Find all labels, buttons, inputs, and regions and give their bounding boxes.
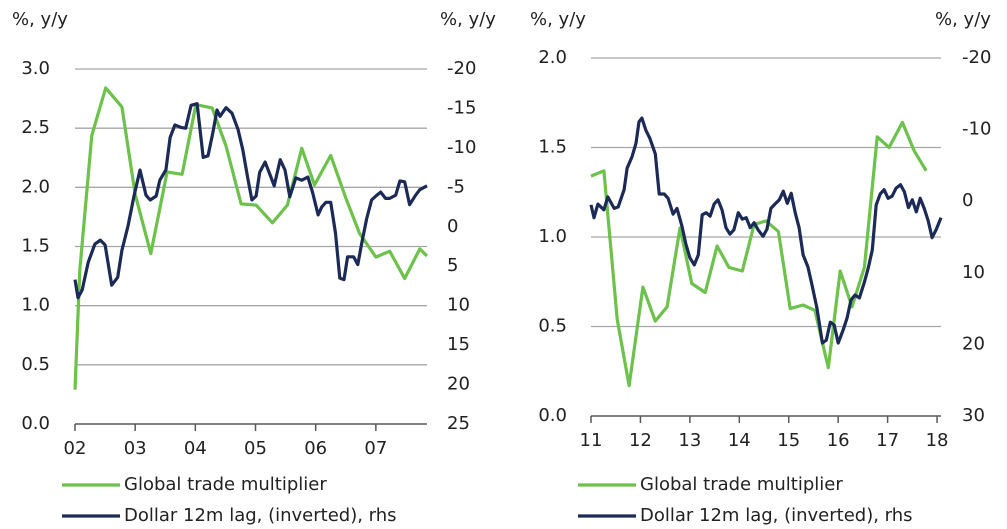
y2-tick-label: 25 xyxy=(447,413,470,434)
y-tick-label: 2.0 xyxy=(538,47,567,68)
series-line xyxy=(590,120,928,388)
legend-label: Dollar 12m lag, (inverted), rhs xyxy=(124,505,397,526)
series-line xyxy=(73,86,429,390)
y-tick-label: 0.0 xyxy=(538,405,567,426)
legend-label: Dollar 12m lag, (inverted), rhs xyxy=(640,505,913,526)
y2-tick-label: 20 xyxy=(447,374,470,395)
y2-tick-label: -20 xyxy=(962,47,991,68)
x-tick-label: 04 xyxy=(184,438,207,459)
x-tick-label: 02 xyxy=(64,438,87,459)
y2-tick-label: -20 xyxy=(447,58,476,79)
y-tick-label: 1.5 xyxy=(538,137,567,158)
x-tick-label: 05 xyxy=(244,438,267,459)
x-tick-label: 17 xyxy=(876,430,899,451)
y2-axis-label: %, y/y xyxy=(935,9,991,30)
x-tick-label: 11 xyxy=(580,430,603,451)
x-tick-label: 14 xyxy=(728,430,751,451)
y2-tick-label: -15 xyxy=(447,97,476,118)
y-tick-label: 0.5 xyxy=(21,354,50,375)
y-tick-label: 1.0 xyxy=(21,295,50,316)
y2-tick-label: 0 xyxy=(447,216,458,237)
y2-tick-label: 15 xyxy=(447,334,470,355)
series-line xyxy=(589,116,943,345)
y-tick-label: 1.5 xyxy=(21,236,50,257)
x-tick-label: 07 xyxy=(364,438,387,459)
x-tick-label: 06 xyxy=(304,438,327,459)
y-tick-label: 2.0 xyxy=(21,176,50,197)
series-line xyxy=(73,102,428,300)
x-tick-label: 13 xyxy=(678,430,701,451)
y2-axis-label: %, y/y xyxy=(440,9,496,30)
y2-tick-label: -5 xyxy=(447,176,465,197)
y2-tick-label: 30 xyxy=(962,405,985,426)
y-tick-label: 0.0 xyxy=(21,413,50,434)
legend-label: Global trade multiplier xyxy=(124,474,327,495)
y2-tick-label: -10 xyxy=(962,119,991,140)
x-tick-label: 03 xyxy=(124,438,147,459)
y2-tick-label: 10 xyxy=(962,262,985,283)
x-tick-label: 18 xyxy=(926,430,949,451)
y-tick-label: 3.0 xyxy=(21,58,50,79)
x-tick-label: 15 xyxy=(777,430,800,451)
y-axis-label: %, y/y xyxy=(530,9,586,30)
y-axis-label: %, y/y xyxy=(12,9,68,30)
x-tick-label: 16 xyxy=(827,430,850,451)
y-tick-label: 2.5 xyxy=(21,117,50,138)
y2-tick-label: 0 xyxy=(962,190,973,211)
legend-label: Global trade multiplier xyxy=(640,474,843,495)
y2-tick-label: 10 xyxy=(447,295,470,316)
y2-tick-label: 5 xyxy=(447,255,458,276)
y-tick-label: 1.0 xyxy=(538,226,567,247)
y-tick-label: 0.5 xyxy=(538,316,567,337)
y2-tick-label: -10 xyxy=(447,137,476,158)
x-tick-label: 12 xyxy=(629,430,652,451)
y2-tick-label: 20 xyxy=(962,333,985,354)
